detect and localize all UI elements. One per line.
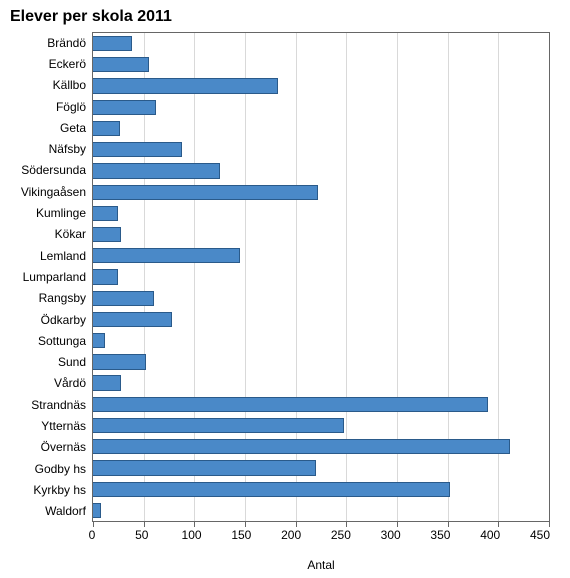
bar-row	[93, 394, 549, 415]
bar	[93, 439, 510, 454]
bar-row	[93, 479, 549, 500]
y-tick-label: Sund	[8, 351, 86, 372]
bar-row	[93, 436, 549, 457]
bar-row	[93, 139, 549, 160]
y-tick-label: Vikingaåsen	[8, 181, 86, 202]
bar	[93, 503, 101, 518]
bar-row	[93, 97, 549, 118]
bar-row	[93, 118, 549, 139]
bar-row	[93, 33, 549, 54]
y-tick-label: Godby hs	[8, 458, 86, 479]
y-tick-label: Ytternäs	[8, 415, 86, 436]
bar-row	[93, 288, 549, 309]
bar	[93, 397, 488, 412]
y-tick-label: Södersunda	[8, 160, 86, 181]
bar	[93, 36, 132, 51]
bar-row	[93, 415, 549, 436]
bar	[93, 482, 450, 497]
y-tick-label: Övernäs	[8, 437, 86, 458]
bar-row	[93, 351, 549, 372]
bar	[93, 248, 240, 263]
bar-row	[93, 266, 549, 287]
bar-row	[93, 75, 549, 96]
chart-area: BrändöEckeröKällboFöglöGetaNäfsbySödersu…	[8, 32, 550, 522]
y-tick-label: Rangsby	[8, 288, 86, 309]
y-tick-label: Kökar	[8, 224, 86, 245]
bar	[93, 418, 344, 433]
plot-area	[92, 32, 550, 522]
y-tick-label: Sottunga	[8, 330, 86, 351]
x-tick-label: 0	[89, 528, 96, 542]
bar	[93, 269, 118, 284]
bar	[93, 57, 149, 72]
bar	[93, 121, 120, 136]
bar	[93, 375, 121, 390]
x-tick-label: 350	[430, 528, 450, 542]
bar-row	[93, 309, 549, 330]
bar	[93, 333, 105, 348]
bars-group	[93, 33, 549, 521]
y-tick-label: Lumparland	[8, 266, 86, 287]
bar-row	[93, 500, 549, 521]
bar	[93, 100, 156, 115]
x-axis-title: Antal	[92, 558, 550, 572]
y-axis-labels: BrändöEckeröKällboFöglöGetaNäfsbySödersu…	[8, 32, 92, 522]
bar-row	[93, 330, 549, 351]
x-tick-label: 50	[135, 528, 148, 542]
bar	[93, 227, 121, 242]
y-tick-label: Eckerö	[8, 53, 86, 74]
bar-row	[93, 224, 549, 245]
bar	[93, 142, 182, 157]
y-tick-label: Källbo	[8, 75, 86, 96]
bar	[93, 460, 316, 475]
bar-row	[93, 160, 549, 181]
bar-row	[93, 182, 549, 203]
y-tick-label: Strandnäs	[8, 394, 86, 415]
y-tick-label: Föglö	[8, 96, 86, 117]
bar	[93, 291, 154, 306]
bar	[93, 312, 172, 327]
bar	[93, 185, 318, 200]
x-tick-label: 300	[381, 528, 401, 542]
y-tick-label: Näfsby	[8, 138, 86, 159]
x-tick-label: 150	[231, 528, 251, 542]
y-tick-label: Geta	[8, 117, 86, 138]
bar-row	[93, 245, 549, 266]
x-axis-labels: 050100150200250300350400450	[92, 526, 540, 544]
chart-title: Elever per skola 2011	[10, 8, 550, 26]
bar	[93, 354, 146, 369]
bar-row	[93, 203, 549, 224]
y-tick-label: Lemland	[8, 245, 86, 266]
y-tick-label: Kyrkby hs	[8, 479, 86, 500]
x-tick-label: 250	[331, 528, 351, 542]
y-tick-label: Vårdö	[8, 373, 86, 394]
chart-container: Elever per skola 2011 BrändöEckeröKällbo…	[0, 0, 570, 572]
bar	[93, 163, 220, 178]
x-tick-label: 450	[530, 528, 550, 542]
bar-row	[93, 54, 549, 75]
y-tick-label: Kumlinge	[8, 202, 86, 223]
y-tick-label: Brändö	[8, 32, 86, 53]
bar-row	[93, 373, 549, 394]
x-tick-label: 200	[281, 528, 301, 542]
x-tick-label: 100	[182, 528, 202, 542]
x-tick	[549, 521, 550, 527]
y-tick-label: Waldorf	[8, 501, 86, 522]
bar	[93, 206, 118, 221]
y-tick-label: Ödkarby	[8, 309, 86, 330]
bar-row	[93, 457, 549, 478]
bar	[93, 78, 278, 93]
x-tick-label: 400	[480, 528, 500, 542]
